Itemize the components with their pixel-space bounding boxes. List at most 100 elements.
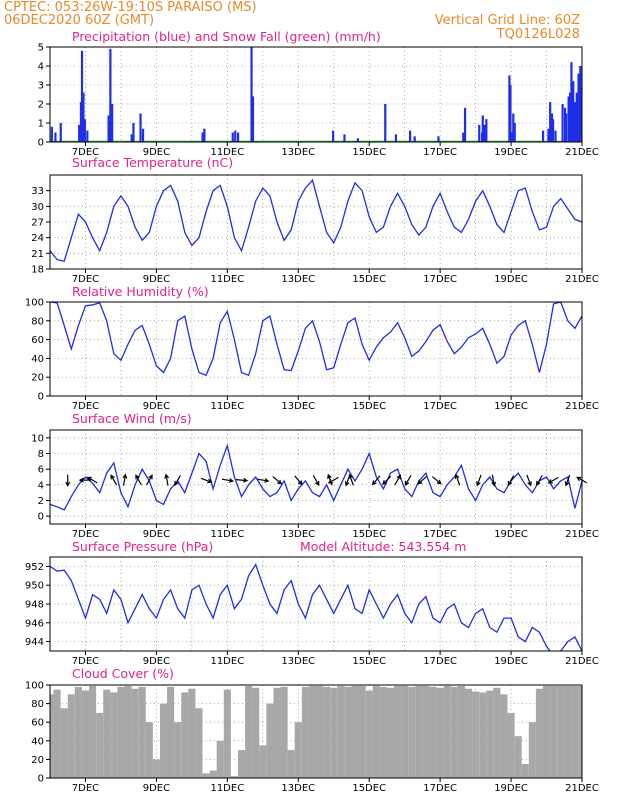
cloud-bar bbox=[301, 686, 309, 778]
precip-bar bbox=[231, 132, 234, 142]
x-tick-label: 11DEC bbox=[210, 783, 244, 794]
cloud-bar bbox=[486, 690, 494, 778]
x-tick-label: 17DEC bbox=[423, 656, 457, 667]
x-tick-label: 9DEC bbox=[143, 401, 170, 412]
panel-frame bbox=[49, 174, 583, 270]
wind-arrowhead bbox=[436, 479, 442, 485]
y-tick-label: 60 bbox=[31, 335, 44, 346]
y-tick-label: 33 bbox=[31, 186, 44, 197]
cloud-bar bbox=[266, 703, 274, 778]
x-tick-label: 19DEC bbox=[494, 274, 528, 285]
precip-bar bbox=[111, 104, 114, 142]
y-tick-label: 100 bbox=[25, 681, 44, 692]
y-tick-label: 948 bbox=[25, 600, 44, 611]
precip-bar bbox=[568, 92, 572, 142]
cloud-bar bbox=[74, 686, 82, 778]
wind-arrow bbox=[431, 476, 442, 485]
wind-arrowhead bbox=[476, 481, 481, 487]
wind-arrowhead bbox=[207, 478, 213, 484]
cloud-bar bbox=[145, 722, 153, 778]
wind-arrowhead bbox=[396, 474, 401, 480]
cloud-bar bbox=[230, 776, 238, 778]
x-tick-label: 9DEC bbox=[143, 529, 170, 540]
cloud-bar bbox=[521, 764, 529, 778]
wind-arrow bbox=[312, 475, 320, 486]
panel-frame bbox=[49, 684, 583, 779]
wind-arrowhead bbox=[536, 480, 541, 486]
x-tick-label: 9DEC bbox=[143, 274, 170, 285]
y-tick-label: 6 bbox=[38, 465, 44, 476]
cloud-bar bbox=[152, 759, 160, 778]
x-tick-label: 9DEC bbox=[143, 147, 170, 158]
x-tick-label: 7DEC bbox=[72, 656, 99, 667]
x-tick-label: 19DEC bbox=[494, 529, 528, 540]
cloud-bar bbox=[457, 685, 465, 778]
wind-arrow bbox=[536, 475, 543, 486]
precip-bar bbox=[130, 134, 133, 142]
precip-bar bbox=[132, 123, 135, 142]
cloud-bar bbox=[365, 690, 373, 778]
x-tick-label: 13DEC bbox=[281, 274, 315, 285]
cloud-bar bbox=[67, 694, 75, 778]
cloud-bar bbox=[159, 703, 168, 778]
panel-title: Relative Humidity (%) bbox=[72, 284, 209, 299]
x-tick-label: 7DEC bbox=[72, 529, 99, 540]
y-tick-label: 100 bbox=[25, 298, 44, 309]
x-tick-label: 11DEC bbox=[210, 656, 244, 667]
x-tick-label: 21DEC bbox=[565, 401, 599, 412]
wind-arrowhead bbox=[110, 474, 115, 480]
wind-arrowhead bbox=[576, 476, 582, 482]
wind-arrowhead bbox=[243, 477, 249, 483]
x-tick-label: 7DEC bbox=[72, 274, 99, 285]
precip-bar bbox=[59, 123, 62, 142]
precip-bar bbox=[83, 119, 86, 142]
cloud-bar bbox=[571, 685, 579, 778]
wind-arrowhead bbox=[527, 481, 532, 487]
precip-bar bbox=[485, 119, 488, 142]
precip-bar bbox=[78, 124, 81, 142]
precip-bar bbox=[201, 132, 204, 142]
wind-arrow bbox=[476, 474, 482, 486]
wind-arrow bbox=[394, 475, 401, 486]
x-tick-label: 17DEC bbox=[423, 147, 457, 158]
precip-bar bbox=[141, 128, 145, 142]
precip-bar bbox=[462, 132, 465, 142]
x-tick-label: 21DEC bbox=[565, 783, 599, 794]
cloud-bar bbox=[514, 736, 522, 778]
wind-arrowhead bbox=[174, 480, 179, 486]
wind-arrowhead bbox=[404, 480, 410, 486]
cloud-bar bbox=[252, 687, 260, 778]
y-tick-label: 4 bbox=[38, 480, 44, 491]
cloud-bar bbox=[308, 685, 316, 778]
cloud-bar bbox=[507, 712, 515, 778]
panel-frame bbox=[49, 556, 583, 652]
x-tick-label: 21DEC bbox=[565, 274, 599, 285]
cloud-bar bbox=[316, 685, 324, 778]
cloud-bar bbox=[60, 708, 68, 778]
wind-arrow bbox=[548, 476, 559, 484]
temperature-series bbox=[50, 178, 582, 262]
y-tick-label: 80 bbox=[31, 699, 44, 710]
precip-bar bbox=[572, 81, 575, 142]
x-tick-label: 15DEC bbox=[352, 147, 386, 158]
wind-arrowhead bbox=[148, 474, 153, 480]
precip-bar bbox=[513, 123, 516, 142]
cloud-bar bbox=[564, 685, 572, 778]
cloud-bar bbox=[96, 712, 104, 778]
x-tick-label: 19DEC bbox=[494, 656, 528, 667]
cloud-bar bbox=[89, 685, 97, 778]
wind-arrow bbox=[526, 474, 532, 486]
precip-bar bbox=[251, 96, 255, 142]
cloud-bar bbox=[209, 770, 217, 778]
precip-bar bbox=[54, 132, 57, 142]
wind-arrowhead bbox=[417, 479, 423, 485]
humidity-series bbox=[50, 302, 582, 377]
x-tick-label: 9DEC bbox=[143, 783, 170, 794]
x-tick-label: 15DEC bbox=[352, 783, 386, 794]
x-tick-label: 15DEC bbox=[352, 274, 386, 285]
cloud-bar bbox=[174, 722, 182, 778]
cloud-bar bbox=[528, 722, 536, 778]
x-tick-label: 19DEC bbox=[494, 147, 528, 158]
x-tick-label: 15DEC bbox=[352, 401, 386, 412]
